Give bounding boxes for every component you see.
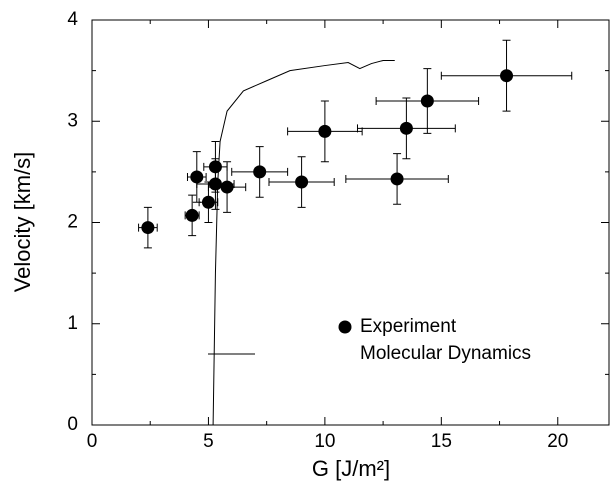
data-point (420, 94, 434, 108)
y-tick-label: 4 (67, 9, 78, 30)
legend-label: Experiment (360, 316, 457, 337)
data-point (201, 195, 215, 209)
data-point (399, 121, 413, 135)
data-point (141, 221, 155, 235)
data-point (208, 177, 222, 191)
data-point (295, 175, 309, 189)
md-line (212, 60, 395, 426)
x-tick-label: 20 (547, 431, 568, 452)
x-axis-label: G [J/m²] (312, 456, 390, 481)
data-point (318, 124, 332, 138)
data-point (390, 172, 404, 186)
data-point (500, 69, 514, 83)
data-point (185, 208, 199, 222)
y-tick-label: 1 (67, 313, 78, 334)
x-tick-label: 0 (87, 431, 98, 452)
x-tick-label: 10 (314, 431, 335, 452)
x-tick-label: 15 (431, 431, 452, 452)
plot-frame (91, 19, 610, 426)
y-axis-label: Velocity [km/s] (10, 152, 35, 293)
data-point (190, 170, 204, 184)
legend-label: Molecular Dynamics (360, 343, 531, 364)
y-tick-label: 2 (67, 212, 78, 233)
data-point (253, 165, 267, 179)
y-tick-label: 0 (67, 414, 78, 435)
data-point (220, 180, 234, 194)
legend-marker (338, 320, 352, 334)
y-tick-label: 3 (67, 110, 78, 131)
x-tick-label: 5 (203, 431, 214, 452)
